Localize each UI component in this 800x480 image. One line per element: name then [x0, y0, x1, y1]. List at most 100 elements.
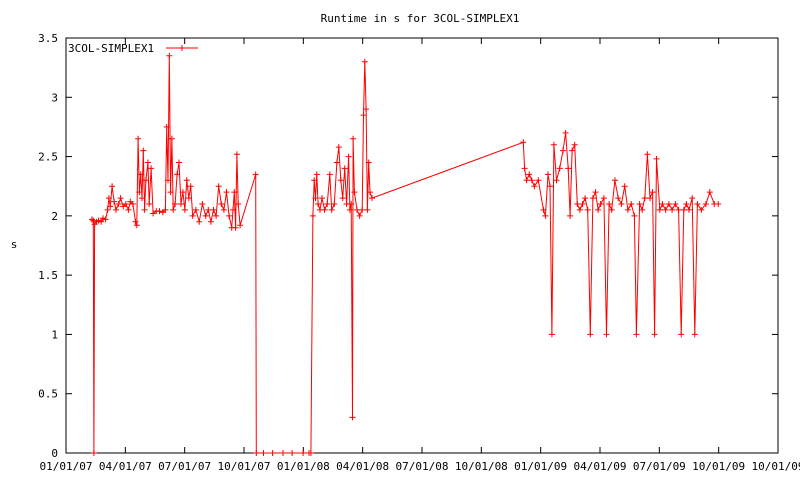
- x-tick-label: 07/01/08: [396, 460, 449, 473]
- data-point: [102, 216, 109, 223]
- data-point: [125, 206, 132, 213]
- data-point: [181, 206, 188, 213]
- x-tick-label: 10/01/09: [752, 460, 800, 473]
- data-point: [324, 201, 331, 207]
- data-point: [135, 135, 142, 142]
- data-point: [624, 206, 631, 213]
- data-point: [560, 147, 566, 154]
- data-point: [346, 206, 353, 213]
- data-point: [269, 450, 276, 456]
- data-point: [600, 195, 607, 202]
- data-point: [312, 195, 319, 202]
- data-point: [199, 201, 206, 207]
- data-point: [576, 206, 583, 213]
- data-point: [311, 177, 318, 184]
- data-point: [185, 195, 192, 202]
- data-point: [142, 177, 149, 184]
- series-line: [91, 55, 719, 454]
- data-point: [213, 212, 220, 219]
- data-point: [647, 195, 653, 202]
- x-tick-label: 04/01/09: [574, 460, 627, 473]
- data-point: [548, 331, 555, 338]
- data-point: [603, 331, 610, 338]
- legend-label: 3COL-SIMPLEX1: [68, 42, 154, 55]
- data-point: [683, 201, 690, 207]
- data-point: [289, 450, 296, 456]
- data-point: [141, 206, 148, 213]
- data-point: [321, 206, 328, 213]
- data-point: [166, 52, 173, 59]
- data-point: [365, 159, 372, 166]
- data-point: [168, 135, 175, 142]
- data-point: [582, 195, 589, 202]
- data-point: [139, 195, 145, 202]
- data-point: [675, 206, 682, 213]
- data-point: [144, 159, 151, 166]
- data-point: [651, 331, 658, 338]
- data-point: [98, 218, 105, 225]
- data-point: [367, 189, 373, 196]
- data-point: [218, 201, 225, 207]
- y-tick-label: 1: [51, 328, 58, 341]
- data-point: [662, 206, 669, 213]
- data-point: [579, 201, 586, 207]
- data-point: [691, 331, 698, 338]
- data-point: [95, 217, 102, 224]
- data-point: [542, 212, 549, 219]
- data-point: [702, 201, 709, 207]
- data-point: [162, 206, 169, 213]
- data-point: [354, 206, 360, 213]
- data-point: [237, 222, 244, 229]
- x-tick-label: 10/01/07: [218, 460, 271, 473]
- data-point: [163, 123, 170, 130]
- data-point: [100, 215, 106, 222]
- y-tick-label: 1.5: [38, 269, 58, 282]
- data-point: [653, 155, 660, 162]
- data-point: [659, 201, 666, 207]
- data-point: [567, 212, 574, 219]
- data-point: [531, 183, 538, 190]
- data-point: [174, 171, 181, 178]
- data-point: [187, 183, 194, 190]
- data-point: [350, 135, 357, 142]
- data-point: [309, 212, 316, 219]
- data-point: [207, 218, 214, 225]
- data-point: [345, 153, 352, 160]
- data-point: [280, 450, 286, 456]
- x-tick-label: 10/01/09: [692, 460, 745, 473]
- data-point: [360, 112, 367, 119]
- data-point: [137, 171, 144, 178]
- data-point: [636, 201, 643, 207]
- legend-marker: [179, 45, 185, 51]
- data-point: [665, 201, 672, 207]
- data-point: [644, 151, 651, 158]
- data-point: [192, 206, 199, 213]
- data-point: [335, 144, 342, 151]
- x-tick-label: 01/01/07: [40, 460, 93, 473]
- chart-title: Runtime in s for 3COL-SIMPLEX1: [321, 12, 520, 25]
- y-tick-label: 0.5: [38, 388, 58, 401]
- data-point: [574, 201, 581, 207]
- data-point: [621, 183, 628, 190]
- data-point: [331, 201, 338, 207]
- data-point: [333, 159, 340, 166]
- data-point: [115, 201, 122, 207]
- data-point: [639, 206, 646, 213]
- y-tick-label: 2: [51, 210, 58, 223]
- data-point: [587, 331, 594, 338]
- data-point: [89, 216, 95, 223]
- data-point: [156, 208, 163, 215]
- data-point: [202, 212, 209, 219]
- data-point: [547, 183, 553, 190]
- x-tick-label: 04/01/07: [99, 460, 152, 473]
- data-point: [231, 189, 238, 196]
- data-point: [611, 177, 618, 184]
- data-point: [526, 171, 533, 178]
- data-point: [210, 206, 217, 213]
- data-point: [363, 106, 370, 113]
- data-point: [111, 198, 118, 205]
- data-point: [183, 177, 190, 184]
- data-point: [631, 212, 638, 219]
- data-point: [132, 218, 139, 225]
